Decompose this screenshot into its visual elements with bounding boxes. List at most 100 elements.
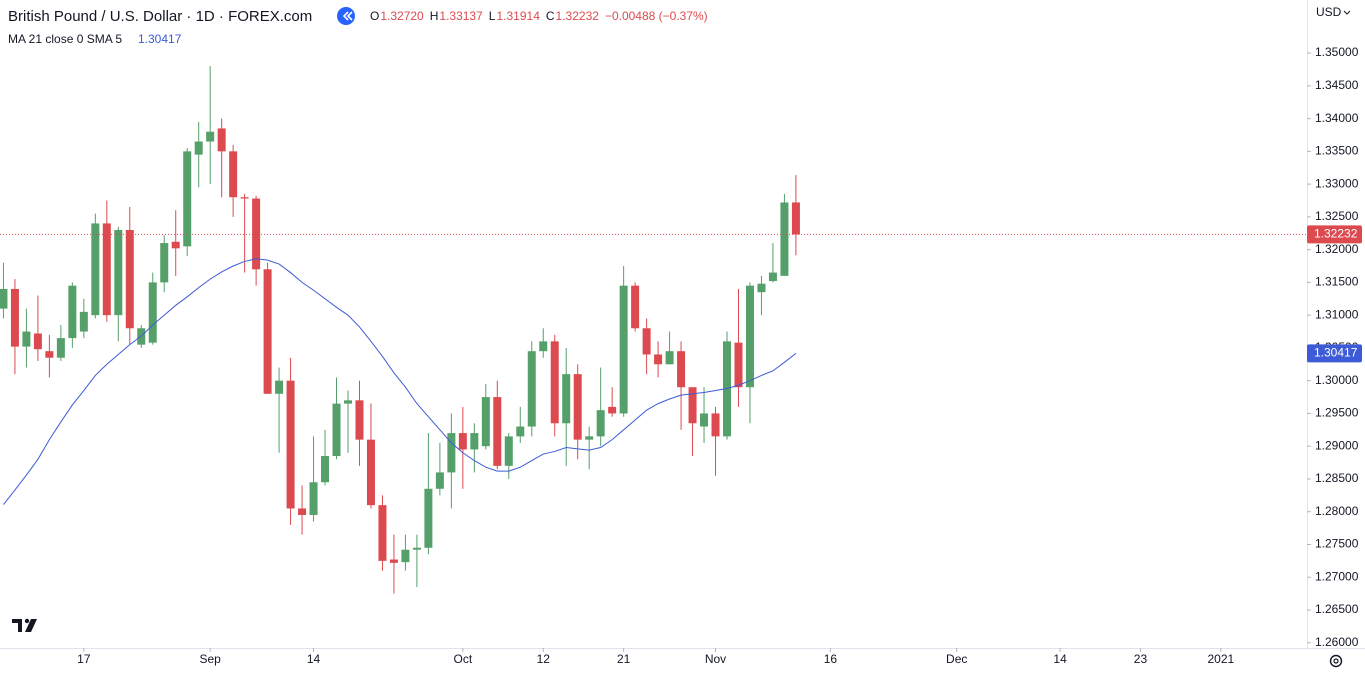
candle-body bbox=[389, 559, 398, 563]
y-tick-label: 1.28500 bbox=[1315, 471, 1359, 485]
candle-body bbox=[435, 472, 444, 489]
y-tick-label: 1.26000 bbox=[1315, 635, 1359, 649]
last-price-tag bbox=[1307, 225, 1362, 244]
rewind-icon bbox=[342, 11, 353, 21]
currency-selector[interactable]: USD bbox=[1316, 5, 1342, 19]
candle-body bbox=[240, 197, 249, 199]
ohlc-key: O bbox=[370, 9, 379, 23]
candle-body bbox=[217, 128, 226, 152]
y-tick-label: 1.31000 bbox=[1315, 307, 1359, 321]
candle-body bbox=[355, 400, 364, 440]
ma-value: 1.30417 bbox=[138, 32, 182, 46]
candle-body bbox=[229, 151, 238, 198]
candle-body bbox=[596, 410, 605, 437]
candle-body bbox=[550, 341, 559, 424]
candle-body bbox=[263, 269, 272, 394]
y-tick-label: 1.32500 bbox=[1315, 209, 1359, 223]
ma-label: MA 21 close 0 SMA 5 bbox=[8, 32, 122, 46]
go-to-realtime-button[interactable] bbox=[337, 7, 355, 25]
x-tick-label: Oct bbox=[454, 652, 473, 666]
logo-part bbox=[24, 618, 30, 624]
candle-body bbox=[378, 505, 387, 561]
candle-body bbox=[504, 436, 513, 466]
ohlc-key: H bbox=[430, 9, 439, 23]
logo-part bbox=[25, 619, 37, 632]
candle-body bbox=[757, 283, 766, 293]
x-tick-label: Dec bbox=[946, 652, 967, 666]
candle-body bbox=[642, 328, 651, 355]
symbol-title: British Pound / U.S. Dollar · 1D · FOREX… bbox=[8, 8, 312, 25]
candle-body bbox=[160, 243, 169, 283]
candle-body bbox=[114, 229, 123, 316]
y-tick-label: 1.31500 bbox=[1315, 275, 1359, 289]
y-tick-label: 1.26500 bbox=[1315, 602, 1359, 616]
x-tick-label: 14 bbox=[307, 652, 321, 666]
gear-icon bbox=[1329, 654, 1343, 668]
x-tick-label: Nov bbox=[705, 652, 726, 666]
candle-body bbox=[286, 380, 295, 509]
candle-body bbox=[791, 202, 800, 235]
x-tick-label: 21 bbox=[617, 652, 631, 666]
candle-body bbox=[309, 482, 318, 515]
ohlc-value: 1.32720 bbox=[380, 9, 424, 23]
currency-caret bbox=[1343, 10, 1351, 15]
candle-body bbox=[768, 272, 777, 282]
gear-icon-center bbox=[1333, 658, 1339, 664]
candle-body bbox=[470, 433, 479, 450]
y-tick-label: 1.30000 bbox=[1315, 373, 1359, 387]
candle-body bbox=[585, 436, 594, 440]
candle-body bbox=[527, 351, 536, 427]
candle-body bbox=[343, 400, 352, 404]
settings-button[interactable] bbox=[1329, 654, 1343, 668]
candle-body bbox=[332, 403, 341, 457]
candle-body bbox=[493, 397, 502, 466]
candle-body bbox=[102, 223, 111, 316]
candle-body bbox=[91, 223, 100, 316]
plot-area bbox=[0, 66, 800, 594]
candle-body bbox=[171, 241, 180, 249]
x-tick-label: Sep bbox=[199, 652, 221, 666]
candle-body bbox=[711, 413, 720, 437]
candle-body bbox=[458, 433, 467, 450]
ma-line bbox=[3, 258, 797, 505]
candle-body bbox=[275, 380, 284, 394]
candle-body bbox=[412, 547, 421, 550]
candle-body bbox=[366, 439, 375, 506]
candle-body bbox=[516, 426, 525, 437]
ohlc-value: 1.33137 bbox=[439, 9, 483, 23]
candle-body bbox=[608, 406, 617, 414]
candle-body bbox=[194, 141, 203, 155]
candle-body bbox=[573, 374, 582, 440]
y-tick-label: 1.32000 bbox=[1315, 242, 1359, 256]
candle-body bbox=[424, 488, 433, 548]
x-tick-label: 17 bbox=[77, 652, 91, 666]
candle-body bbox=[734, 342, 743, 388]
ohlc-key: C bbox=[546, 9, 555, 23]
candle-body bbox=[206, 131, 215, 142]
candle-body bbox=[631, 285, 640, 329]
last-price-label: 1.32232 bbox=[1314, 227, 1358, 241]
candle-body bbox=[33, 333, 42, 350]
candle-body bbox=[252, 198, 261, 270]
candle-body bbox=[745, 285, 754, 388]
y-tick-label: 1.34000 bbox=[1315, 111, 1359, 125]
candle-body bbox=[10, 288, 19, 347]
candle-body bbox=[700, 413, 709, 427]
candle-body bbox=[148, 282, 157, 343]
tradingview-logo bbox=[12, 618, 37, 632]
candle-body bbox=[562, 374, 571, 424]
y-tick-label: 1.33000 bbox=[1315, 176, 1359, 190]
ohlc-key: L bbox=[489, 9, 496, 23]
y-tick-label: 1.34500 bbox=[1315, 78, 1359, 92]
candle-body bbox=[0, 288, 8, 309]
candle-body bbox=[447, 433, 456, 473]
candle-body bbox=[780, 202, 789, 276]
y-tick-label: 1.29500 bbox=[1315, 406, 1359, 420]
candle-body bbox=[22, 331, 31, 347]
candle-body bbox=[45, 351, 54, 358]
y-tick-label: 1.28000 bbox=[1315, 504, 1359, 518]
logo-part bbox=[12, 619, 22, 632]
legend: British Pound / U.S. Dollar · 1D · FOREX… bbox=[8, 7, 708, 46]
x-tick-label: 14 bbox=[1053, 652, 1067, 666]
